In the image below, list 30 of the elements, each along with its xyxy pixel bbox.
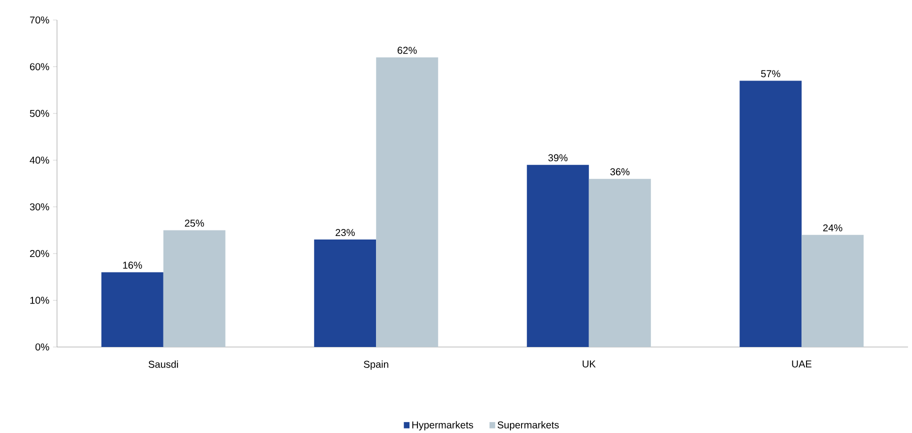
bar: [314, 240, 376, 347]
bar: [376, 57, 438, 347]
data-label: 24%: [823, 224, 842, 232]
x-tick-label: UAE: [792, 360, 812, 368]
data-label: 57%: [761, 70, 780, 78]
y-tick-label: 10%: [30, 296, 50, 304]
data-label: 36%: [610, 168, 630, 176]
y-tick-label: 50%: [30, 110, 50, 117]
x-tick-label: UK: [582, 360, 596, 368]
bar: [588, 178, 651, 347]
legend-label: Supermarkets: [498, 421, 559, 430]
x-tick-label: Sausdi: [148, 360, 178, 368]
y-tick-label: 0%: [35, 343, 50, 351]
y-tick-label: 70%: [30, 16, 50, 24]
bar: [802, 234, 864, 347]
data-label: 39%: [548, 154, 568, 162]
y-tick-label: 20%: [30, 250, 50, 258]
data-label: 62%: [398, 46, 417, 54]
y-tick-label: 40%: [30, 156, 50, 164]
y-tick-label: 60%: [30, 63, 50, 70]
data-label: 23%: [336, 228, 355, 236]
data-label: 25%: [184, 220, 204, 227]
x-tick-label: Spain: [364, 360, 388, 370]
legend-label: Hypermarkets: [412, 421, 474, 430]
data-label: 16%: [123, 262, 142, 269]
bar: [163, 230, 226, 347]
bar: [526, 164, 589, 347]
bar: [101, 272, 164, 347]
bar: [740, 80, 802, 347]
y-tick-label: 30%: [30, 203, 50, 210]
